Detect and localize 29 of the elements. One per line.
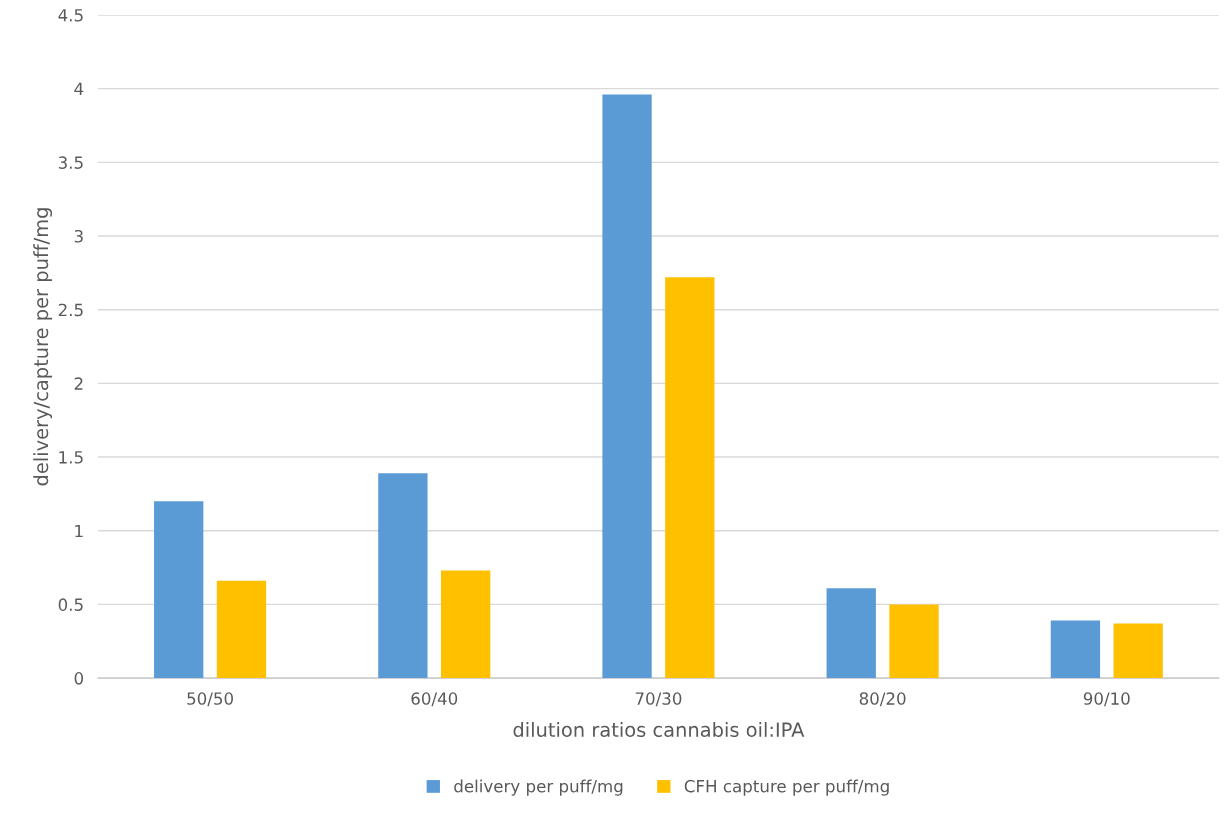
y-tick-label: 3 xyxy=(74,229,83,243)
bar xyxy=(602,94,652,679)
bar xyxy=(826,588,876,679)
x-tick-label: 60/40 xyxy=(411,692,458,707)
x-tick-label: 70/30 xyxy=(635,692,682,707)
y-tick-label: 2.5 xyxy=(58,303,83,317)
y-tick-label: 4 xyxy=(74,82,84,95)
x-axis-title: dilution ratios cannabis oil:IPA xyxy=(513,721,805,738)
bar xyxy=(216,580,267,679)
bar xyxy=(440,570,491,679)
y-axis-title: delivery/capture per puff/mg xyxy=(33,208,53,486)
bar xyxy=(665,277,715,679)
y-tick-label: 0.5 xyxy=(58,598,83,611)
y-tick-label: 4.5 xyxy=(58,9,83,22)
bar xyxy=(1113,623,1163,679)
y-tick-label: 1 xyxy=(75,524,83,538)
y-tick-label: 0 xyxy=(74,672,83,685)
x-tick-label: 80/20 xyxy=(859,692,906,707)
legend-label: CFH capture per puff/mg xyxy=(684,779,889,796)
bar xyxy=(1050,620,1101,679)
y-tick-label: 2 xyxy=(74,377,83,390)
y-tick-label: 3.5 xyxy=(58,156,83,169)
bar xyxy=(154,501,204,679)
x-tick-label: 50/50 xyxy=(187,692,233,707)
legend-label: delivery per puff/mg xyxy=(454,779,623,796)
y-tick-label: 1.5 xyxy=(59,451,83,464)
x-tick-label: 90/10 xyxy=(1083,692,1130,707)
bar xyxy=(889,604,939,679)
bar xyxy=(378,473,428,679)
